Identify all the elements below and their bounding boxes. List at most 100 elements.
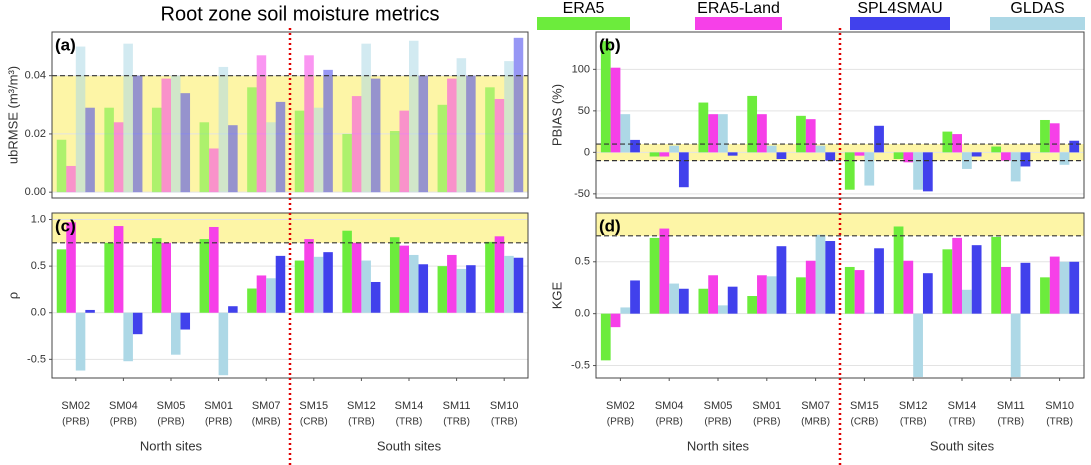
- bar: [1040, 277, 1050, 314]
- x-tick-label: SM01: [752, 400, 781, 412]
- x-tick-sublabel: (PRB): [157, 417, 184, 428]
- legend-swatch: [537, 17, 630, 30]
- x-tick-sublabel: (PRB): [607, 417, 634, 428]
- x-tick-label: SM07: [252, 400, 281, 412]
- bar: [747, 95, 758, 153]
- bar: [747, 296, 758, 314]
- bar: [669, 283, 679, 314]
- bar: [456, 268, 467, 313]
- y-tick-label: 0.5: [575, 256, 590, 268]
- legend-label: ERA5: [563, 0, 605, 17]
- bar: [266, 278, 276, 313]
- y-tick-label: 0.00: [25, 186, 46, 198]
- bar: [942, 131, 953, 153]
- bar: [698, 288, 709, 314]
- bar: [1059, 261, 1070, 314]
- bar: [913, 152, 923, 190]
- bar: [678, 288, 689, 314]
- bar: [757, 275, 767, 314]
- bar: [1020, 152, 1031, 167]
- bar: [1049, 123, 1060, 153]
- bar: [370, 78, 381, 193]
- bar: [776, 152, 787, 159]
- bar: [199, 239, 210, 313]
- x-tick-sublabel: (TRB): [900, 417, 927, 428]
- bar: [247, 87, 257, 193]
- bar: [1069, 261, 1080, 314]
- bar: [1001, 152, 1011, 161]
- bar: [313, 256, 324, 313]
- panel-label: (b): [599, 35, 621, 54]
- bar: [971, 245, 982, 314]
- x-tick-label: SM01: [204, 400, 233, 412]
- bar: [952, 134, 962, 153]
- bar: [399, 110, 409, 193]
- bar: [991, 146, 1002, 153]
- bar: [494, 98, 505, 193]
- x-tick-sublabel: (TRB): [396, 417, 423, 428]
- y-axis-title: PBIAS (%): [549, 84, 564, 146]
- bar: [75, 46, 86, 193]
- bar: [437, 104, 448, 193]
- bar: [513, 257, 524, 313]
- x-tick-label: SM05: [704, 400, 733, 412]
- bar: [247, 288, 257, 313]
- group-label: North sites: [687, 438, 750, 453]
- x-tick-sublabel: (TRB): [949, 417, 976, 428]
- y-tick-label: 1.0: [31, 213, 46, 225]
- target-band: [52, 213, 528, 243]
- bar: [600, 313, 611, 361]
- bar: [952, 237, 962, 314]
- bar: [209, 148, 219, 193]
- x-tick-sublabel: (PRB): [704, 417, 731, 428]
- bar: [409, 254, 419, 313]
- y-tick-label: 0: [584, 146, 590, 158]
- x-tick-sublabel: (MRB): [252, 417, 281, 428]
- bar: [903, 152, 914, 163]
- x-tick-label: SM02: [61, 400, 90, 412]
- bar: [218, 66, 229, 193]
- y-axis-title: ubRMSE (m³/m³): [5, 66, 20, 164]
- bar: [370, 281, 381, 313]
- x-tick-sublabel: (CRB): [851, 417, 879, 428]
- bar: [1040, 119, 1050, 153]
- bar: [874, 248, 884, 314]
- bar: [132, 75, 143, 193]
- bar: [649, 237, 660, 314]
- y-tick-label: 0.0: [575, 308, 590, 320]
- x-tick-label: SM02: [606, 400, 635, 412]
- y-tick-label: 0.04: [25, 70, 46, 82]
- bar: [399, 245, 409, 313]
- group-label: South sites: [377, 438, 442, 453]
- bar: [485, 87, 495, 193]
- bar: [718, 305, 728, 314]
- y-tick-label: 50: [578, 105, 590, 117]
- bar: [171, 312, 181, 355]
- y-tick-label: 0.5: [31, 260, 46, 272]
- bar: [85, 107, 95, 193]
- bar: [351, 242, 362, 313]
- bar: [630, 280, 640, 314]
- bar: [854, 270, 865, 314]
- bar: [805, 260, 816, 314]
- bar: [256, 275, 267, 313]
- bar: [104, 107, 114, 193]
- x-tick-label: SM07: [801, 400, 830, 412]
- x-tick-label: SM14: [395, 400, 424, 412]
- y-tick-label: 0.02: [25, 128, 46, 140]
- bar: [805, 119, 816, 153]
- bar: [922, 273, 933, 314]
- x-tick-sublabel: (TRB): [348, 417, 375, 428]
- legend-swatch: [695, 17, 782, 30]
- bar: [123, 43, 133, 193]
- bar: [1001, 266, 1011, 314]
- bar: [766, 276, 777, 314]
- bar: [494, 236, 505, 313]
- bar: [294, 260, 305, 313]
- bar: [854, 152, 865, 156]
- legend-label: GLDAS: [1010, 0, 1064, 17]
- bar: [727, 152, 738, 156]
- bar: [275, 255, 286, 313]
- bar: [844, 266, 855, 314]
